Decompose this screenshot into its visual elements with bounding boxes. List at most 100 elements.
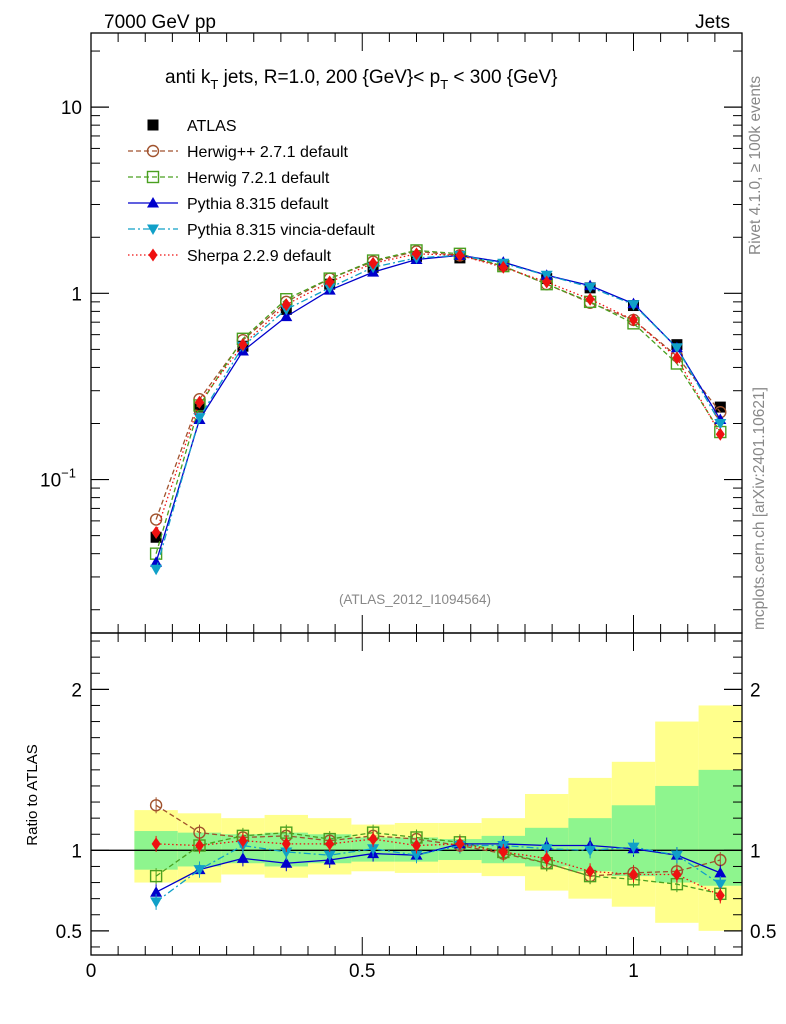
ratio-ytick-label-left: 2 [71,680,82,701]
title-sub-t: T [210,77,218,92]
header-right: Jets [695,12,730,33]
main-point-4 [193,413,206,424]
main-point-4 [584,282,597,294]
main-point-4 [323,283,336,294]
ratio-point-4 [410,850,423,862]
main-line-1 [155,250,721,520]
ratio-point-5 [325,837,335,851]
ratio-point-4 [627,842,640,854]
ratio-point-1 [149,799,163,812]
main-point-4 [150,564,163,576]
main-point-4 [714,419,727,430]
title-sub-pt: T [440,77,448,92]
legend-label-3: Pythia 8.315 default [187,196,329,213]
legend-marker-1 [146,144,160,158]
ratio-line-4 [155,844,721,903]
ratio-point-5 [672,868,682,881]
ratio-uncertainty-bands [134,705,742,931]
ratio-ytick-label-right: 2 [750,680,761,701]
ratio-ylabel: Ratio to ATLAS [24,744,41,845]
ratio-point-4 [323,850,336,862]
header-left: 7000 GeV pp [104,12,216,33]
analysis-label: (ATLAS_2012_I1094564) [339,592,491,607]
main-point-4 [670,343,683,354]
main-point-5 [195,395,204,409]
ratio-point-5 [412,839,421,853]
ratio-point-5 [238,834,248,848]
ratio-point-4 [540,844,553,855]
title-middle: jets, R=1.0, 200 {GeV}< p [218,67,440,88]
ratio-xtick-label: 0.5 [349,961,375,982]
ratio-line-3 [155,843,721,893]
legend-marker-4 [147,224,159,235]
ratio-point-5 [455,837,465,851]
main-line-4 [155,254,721,570]
main-series-layer [149,244,727,576]
ratio-point-4 [584,845,597,857]
ratio-line-2 [155,831,721,895]
ratio-point-3 [714,866,727,878]
ratio-point-4 [150,897,163,908]
main-ytick-label: 1 [71,284,82,305]
ratio-series-layer [149,797,727,910]
ratio-point-3 [236,852,249,863]
ratio-point-5 [715,888,725,902]
title-suffix: < 300 {GeV} [448,67,557,88]
main-point-5 [281,298,291,312]
ratio-point-4 [280,847,293,858]
title-prefix: anti k [165,67,211,88]
main-point-5 [585,292,595,306]
main-title: anti kT jets, R=1.0, 200 {GeV}< pT < 300… [165,67,558,92]
mcplots-label: mcplots.cern.ch [arXiv:2401.10621] [751,387,768,630]
ratio-point-4 [193,865,206,876]
ratio-point-3 [280,857,293,868]
main-point-5 [455,248,465,262]
ratio-point-5 [151,837,161,851]
legend-label-4: Pythia 8.315 vincia-default [187,222,375,239]
legend-marker-5 [148,248,158,262]
main-line-3 [155,254,721,563]
main-point-5 [151,525,161,539]
ratio-ytick-label-left: 1 [71,841,82,862]
legend: ATLAS Herwig++ 2.7.1 default Herwig 7.2.1 … [128,118,375,265]
main-line-2 [155,249,721,554]
main-point-5 [498,260,508,274]
ratio-point-5 [368,832,378,846]
main-point-5 [325,275,335,289]
main-point-5 [715,427,725,441]
ratio-point-3 [150,886,163,897]
legend-marker-2 [146,170,160,184]
ratio-ytick-label-right: 1 [750,841,761,862]
ratio-ytick-label-left: 0.5 [56,922,82,943]
ratio-point-5 [585,864,595,878]
ratio-ytick-label-right: 0.5 [750,922,776,943]
main-ytick-label: 10 [61,98,82,119]
main-point-3 [280,310,293,322]
ratio-point-2 [149,869,163,883]
legend-label-0: ATLAS [187,118,237,135]
legend-marker-0 [147,119,159,131]
main-point-1 [149,513,163,526]
ratio-point-5 [498,845,508,859]
ratio-xtick-label: 0 [86,961,97,982]
rivet-label: Rivet 4.1.0, ≥ 100k events [747,76,764,255]
main-line-5 [155,253,721,533]
main-point-5 [368,256,378,270]
main-point-5 [542,275,552,289]
main-ytick-label: 10−1 [40,466,76,492]
ratio-xtick-label: 1 [628,961,639,982]
ratio-point-4 [714,879,727,891]
ratio-line-1 [155,804,721,877]
main-point-5 [629,313,638,327]
main-point-5 [672,351,682,365]
main-point-5 [238,338,248,352]
legend-marker-3 [147,197,159,208]
legend-label-5: Sherpa 2.2.9 default [187,248,332,265]
main-point-4 [627,300,640,311]
ratio-point-4 [670,850,683,862]
main-point-3 [150,556,163,567]
main-axis-ticks: 10 1 10−1 [40,33,743,633]
ratio-point-4 [367,844,380,855]
ratio-point-5 [195,839,204,853]
